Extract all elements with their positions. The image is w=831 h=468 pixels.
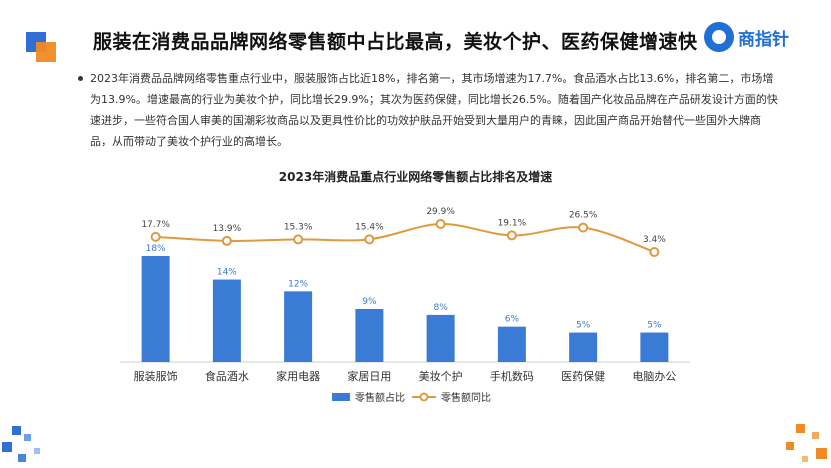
brand-logo: 商指针 <box>704 22 789 52</box>
line-value-label-1: 13.9% <box>213 224 242 234</box>
page-title: 服装在消费品品牌网络零售额中占比最高，美妆个护、医药保健增速快 <box>93 31 698 53</box>
line-value-label-3: 15.4% <box>355 222 384 232</box>
bar-value-label-6: 5% <box>576 321 591 331</box>
bullet-icon <box>78 76 83 81</box>
growth-line <box>155 222 655 253</box>
summary-paragraph: 2023年消费品品牌网络零售重点行业中，服装服饰占比近18%，排名第一，其市场增… <box>78 68 780 152</box>
line-point-5 <box>506 230 517 241</box>
bar-5 <box>497 326 526 362</box>
bar-value-label-0: 18% <box>146 244 166 254</box>
line-point-0 <box>150 231 161 242</box>
decor-pixels-bottom-left <box>0 418 60 468</box>
bar-value-label-2: 12% <box>288 279 308 289</box>
legend-bar-label: 零售额占比 <box>355 391 405 404</box>
line-point-4 <box>435 219 446 229</box>
bar-3 <box>355 309 384 362</box>
line-value-label-7: 3.4% <box>643 235 666 245</box>
line-value-label-6: 26.5% <box>569 211 598 221</box>
bar-value-label-7: 5% <box>647 321 662 331</box>
legend-line-label: 零售额同比 <box>441 391 491 404</box>
bar-7 <box>640 332 669 362</box>
line-value-label-5: 19.1% <box>498 218 527 228</box>
line-value-label-0: 17.7% <box>141 220 170 230</box>
category-label-7: 电脑办公 <box>632 370 676 383</box>
bar-value-label-1: 14% <box>217 268 237 278</box>
legend-bar-swatch <box>332 393 350 401</box>
bar-value-label-5: 6% <box>505 315 520 325</box>
category-label-5: 手机数码 <box>490 369 534 383</box>
logo-text: 商指针 <box>738 29 789 50</box>
category-label-6: 医药保健 <box>561 369 605 383</box>
bar-6 <box>569 332 598 362</box>
bar-value-label-3: 9% <box>362 297 377 307</box>
line-point-3 <box>364 234 375 245</box>
summary-text: 2023年消费品品牌网络零售重点行业中，服装服饰占比近18%，排名第一，其市场增… <box>90 72 778 148</box>
line-value-label-4: 29.9% <box>426 207 455 217</box>
decor-pixels-bottom-right <box>776 418 831 468</box>
line-point-7 <box>649 247 660 257</box>
category-label-4: 美妆个护 <box>419 369 463 383</box>
bar-value-label-4: 8% <box>433 303 448 313</box>
line-value-label-2: 15.3% <box>284 222 313 232</box>
category-label-0: 服装服饰 <box>134 369 178 383</box>
category-label-3: 家居日用 <box>347 369 391 383</box>
line-point-1 <box>221 235 232 246</box>
category-label-2: 家用电器 <box>276 369 320 383</box>
category-label-1: 食品酒水 <box>205 369 249 383</box>
legend-line-marker <box>419 392 429 402</box>
bar-1 <box>212 279 241 362</box>
chart-title: 2023年消费品重点行业网络零售额占比排名及增速 <box>278 170 553 184</box>
line-point-2 <box>293 234 304 245</box>
bar-4 <box>426 314 455 362</box>
logo-icon <box>704 22 734 52</box>
decor-square-orange-top <box>36 42 56 62</box>
line-point-6 <box>578 222 589 233</box>
bar-2 <box>284 291 313 362</box>
bar-0 <box>141 256 170 362</box>
